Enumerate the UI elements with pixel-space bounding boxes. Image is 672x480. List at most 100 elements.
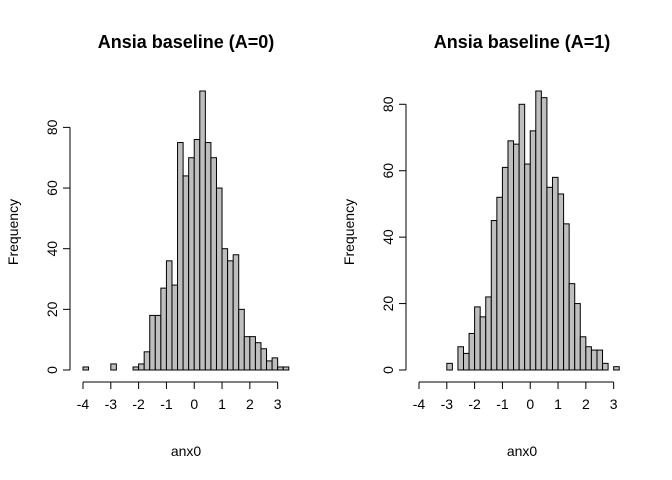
- y-axis-label-a1: Frequency: [341, 199, 357, 265]
- histogram-bar: [238, 308, 245, 371]
- x-tick-label: 3: [274, 396, 282, 412]
- x-tick-label: -4: [413, 396, 426, 412]
- histogram-bar: [485, 296, 492, 371]
- x-tick-label: -2: [468, 396, 481, 412]
- histogram-bar: [574, 303, 581, 371]
- histogram-bar: [266, 360, 273, 371]
- histogram-bar: [210, 157, 217, 371]
- x-axis-label-a1: anx0: [507, 443, 538, 459]
- histogram-bar: [535, 90, 542, 371]
- histogram-bar: [446, 362, 453, 371]
- x-axis-a0: -4 -3 -2 -1 0 1 2 3: [77, 381, 282, 412]
- histogram-bar: [529, 130, 537, 371]
- histogram-bar: [199, 90, 206, 371]
- histogram-bar: [182, 175, 190, 371]
- histogram-bar: [507, 140, 515, 371]
- histogram-bar: [149, 314, 156, 371]
- histogram-bar: [496, 196, 503, 371]
- histogram-bar: [282, 366, 290, 371]
- x-tick-label: 0: [526, 396, 534, 412]
- y-tick-label: 60: [44, 180, 60, 196]
- histogram-bar: [188, 157, 195, 371]
- histogram-bar: [585, 346, 592, 371]
- histogram-bar: [171, 284, 179, 371]
- histogram-bar: [596, 349, 604, 371]
- x-tick-label: 0: [190, 396, 198, 412]
- histogram-bar: [501, 166, 509, 371]
- y-axis-a0: 0 20 40 60 80: [44, 119, 71, 374]
- x-tick-label: 1: [554, 396, 562, 412]
- histogram-bar: [479, 316, 487, 371]
- x-tick-label: 3: [610, 396, 618, 412]
- x-tick-label: -1: [496, 396, 509, 412]
- x-tick-label: 1: [218, 396, 226, 412]
- x-tick-label: -1: [160, 396, 173, 412]
- histogram-bar: [232, 254, 240, 371]
- histogram-bar: [227, 260, 234, 371]
- y-axis-label-a0: Frequency: [5, 199, 21, 265]
- histogram-bar: [468, 332, 476, 371]
- histogram-bar: [457, 346, 464, 371]
- histogram-bar: [568, 283, 576, 371]
- histogram-bars-a1: [446, 90, 620, 371]
- x-tick-label: -4: [77, 396, 90, 412]
- histogram-bar: [254, 342, 262, 371]
- histogram-bar: [602, 362, 609, 371]
- x-tick-label: -3: [105, 396, 118, 412]
- histogram-bar: [243, 336, 251, 371]
- x-tick-label: 2: [246, 396, 254, 412]
- histogram-bar: [613, 366, 620, 371]
- x-tick-label: 2: [582, 396, 590, 412]
- histogram-bars-a0: [82, 90, 290, 371]
- x-axis-label-a0: anx0: [171, 443, 202, 459]
- histogram-bar: [518, 103, 526, 371]
- histogram-bar: [215, 187, 223, 371]
- x-tick-label: -2: [132, 396, 145, 412]
- histogram-bar: [82, 366, 90, 371]
- histogram-bar: [513, 143, 520, 371]
- histogram-bar: [474, 306, 481, 371]
- histogram-bar: [462, 352, 470, 371]
- histogram-bar: [557, 193, 565, 371]
- chart-title-a0: Ansia baseline (A=0): [98, 32, 275, 52]
- histogram-bar: [221, 248, 229, 371]
- histogram-bar: [524, 163, 531, 371]
- y-axis-a1: 0 20 40 60 80: [380, 96, 407, 374]
- chart-title-a1: Ansia baseline (A=1): [434, 32, 611, 52]
- histogram-bar: [551, 176, 559, 371]
- histogram-bar: [193, 139, 201, 371]
- y-tick-label: 0: [380, 366, 396, 374]
- histogram-bar: [160, 287, 167, 371]
- histogram-bar: [540, 97, 548, 371]
- y-tick-label: 80: [44, 119, 60, 135]
- histogram-bar: [154, 314, 162, 371]
- histogram-bar: [260, 348, 268, 371]
- x-axis-a1: -4 -3 -2 -1 0 1 2 3: [413, 381, 618, 412]
- histogram-bar: [177, 142, 184, 371]
- histogram-bar: [138, 363, 145, 371]
- y-tick-label: 40: [380, 229, 396, 245]
- histogram-bar: [546, 186, 553, 371]
- histogram-bar: [249, 336, 256, 371]
- histogram-bar: [490, 220, 498, 371]
- y-tick-label: 20: [380, 296, 396, 312]
- y-tick-label: 20: [44, 301, 60, 317]
- histogram-bar: [563, 223, 570, 371]
- histogram-bar: [204, 142, 212, 371]
- y-tick-label: 80: [380, 96, 396, 112]
- y-tick-label: 60: [380, 163, 396, 179]
- histogram-bar: [110, 363, 117, 371]
- y-tick-label: 40: [44, 241, 60, 257]
- histogram-bar: [143, 351, 151, 371]
- histogram-bar: [132, 366, 140, 371]
- y-tick-label: 0: [44, 366, 60, 374]
- x-tick-label: -3: [441, 396, 454, 412]
- histogram-bar: [271, 357, 279, 371]
- histogram-bar: [590, 349, 598, 371]
- histogram-bar: [579, 336, 587, 371]
- histogram-bar: [277, 366, 284, 371]
- histogram-bar: [165, 260, 173, 371]
